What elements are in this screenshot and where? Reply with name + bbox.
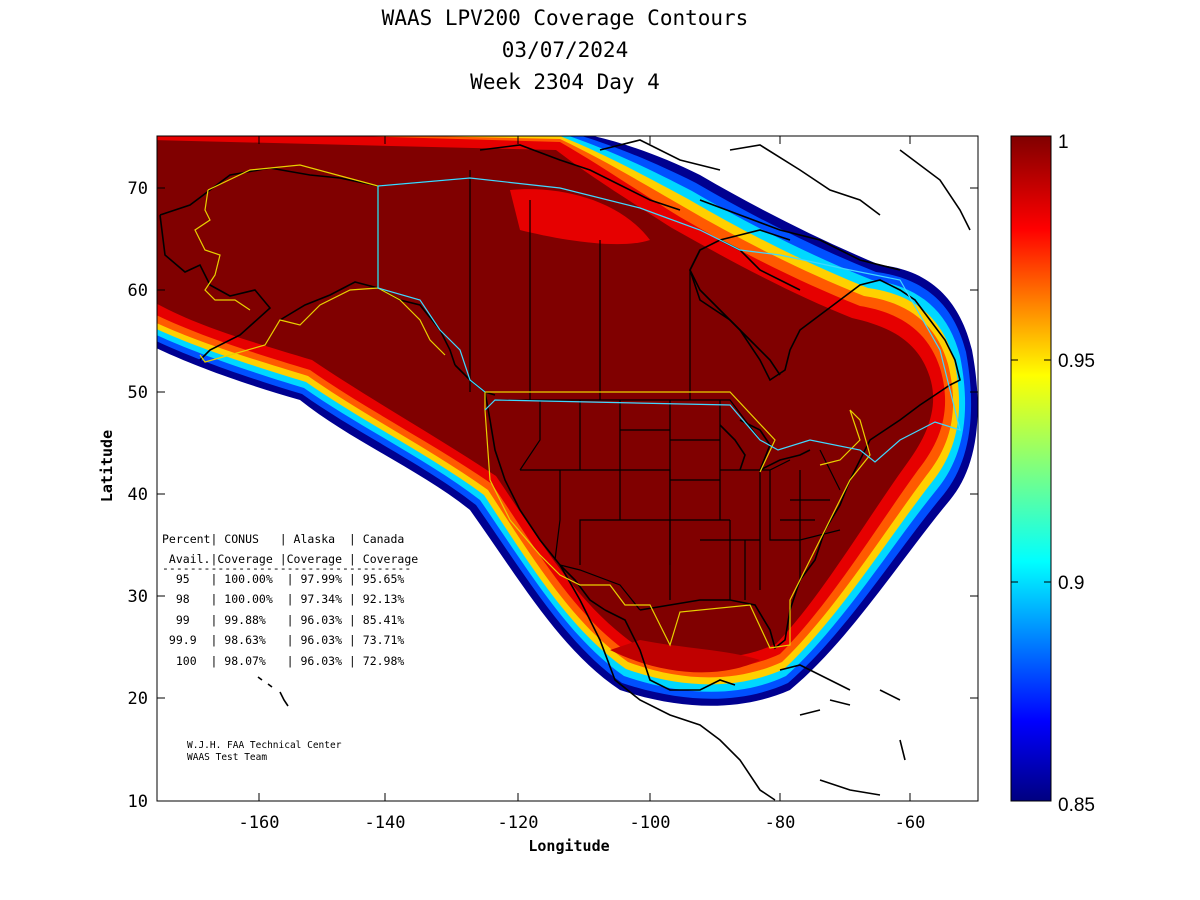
y-tick-label: 20 — [128, 689, 148, 709]
colorbar-tick-label: 0.95 — [1058, 351, 1095, 372]
y-tick-label: 10 — [128, 792, 148, 812]
y-axis-label: Latitude — [98, 430, 116, 502]
us-mexico-border — [559, 564, 641, 611]
x-tick-label: -140 — [365, 813, 406, 833]
us-canada-border — [495, 399, 761, 441]
table-row: 95 | 100.00% | 97.99% | 95.65% — [162, 572, 404, 586]
coastline-arctic-islands — [479, 139, 971, 271]
credit-line2: WAAS Test Team — [187, 752, 267, 763]
conus-region-outline — [484, 391, 871, 649]
table-header-row2: Avail.|Coverage |Coverage | Coverage — [162, 552, 418, 566]
chart-week: Week 2304 Day 4 — [470, 70, 660, 94]
coverage-table: Percent| CONUS | Alaska | Canada Avail.|… — [162, 532, 418, 668]
table-row: 100 | 98.07% | 96.03% | 72.98% — [162, 654, 404, 668]
credit-line1: W.J.H. FAA Technical Center — [187, 740, 342, 751]
x-tick-label: -120 — [498, 813, 539, 833]
coastline-mexico — [559, 564, 776, 801]
table-row: 98 | 100.00% | 97.34% | 92.13% — [162, 592, 404, 606]
x-axis-label: Longitude — [528, 837, 609, 855]
table-separator: ------------------------------------ — [162, 561, 411, 575]
table-row: 99.9 | 98.63% | 96.03% | 73.71% — [162, 633, 404, 647]
y-tick-label: 40 — [128, 485, 148, 505]
coastline-hawaii — [257, 676, 289, 707]
chart-title: WAAS LPV200 Coverage Contours — [381, 6, 749, 30]
colorbar: 1 0.95 0.9 0.85 — [1010, 132, 1095, 816]
coastline-gulf — [639, 479, 851, 650]
contour-band-dark-red — [157, 140, 934, 659]
y-tick-label: 30 — [128, 587, 148, 607]
x-tick-label: -60 — [895, 813, 926, 833]
contour-patch-gulf — [610, 640, 760, 673]
table-row: 99 | 99.88% | 96.03% | 85.41% — [162, 613, 404, 627]
colorbar-gradient — [1010, 135, 1052, 802]
y-tick-label: 60 — [128, 281, 148, 301]
table-header-row1: Percent| CONUS | Alaska | Canada — [162, 532, 404, 546]
coastline-caribbean — [779, 664, 906, 796]
x-tick-label: -80 — [765, 813, 796, 833]
plot-frame — [156, 135, 979, 802]
region-outlines — [194, 164, 961, 649]
x-tick-label: -160 — [239, 813, 280, 833]
chart-date: 03/07/2024 — [501, 38, 629, 62]
state-lines-east — [769, 449, 841, 580]
colorbar-tick-label: 0.85 — [1058, 795, 1095, 816]
coverage-contours — [157, 136, 978, 706]
y-tick-label: 50 — [128, 383, 148, 403]
axis-tick-marks — [157, 136, 978, 801]
colorbar-tick-label: 1 — [1058, 132, 1069, 153]
colorbar-tick-label: 0.9 — [1058, 573, 1084, 594]
contour-patch-north — [510, 189, 650, 245]
x-tick-label: -100 — [630, 813, 671, 833]
canada-region-outline — [377, 177, 961, 463]
coastline-us-west — [484, 391, 606, 611]
alaska-region-outline — [194, 164, 446, 363]
great-lakes — [719, 419, 811, 471]
y-tick-label: 70 — [128, 179, 148, 199]
